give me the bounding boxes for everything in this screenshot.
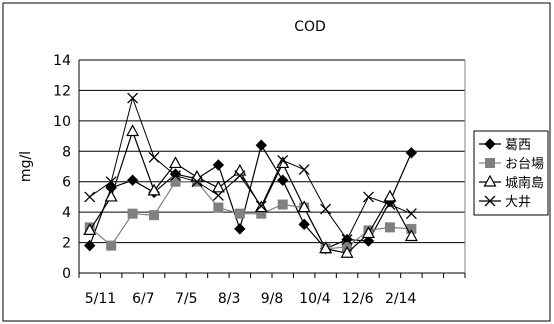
data-point-series-2	[234, 208, 245, 219]
legend-marker	[484, 138, 496, 150]
data-point-series-1	[234, 223, 246, 235]
data-point-series-1	[362, 235, 375, 247]
chart-title: COD	[294, 19, 326, 35]
x-tick-label: 10/4	[299, 291, 331, 307]
x-tick-label: 6/7	[132, 291, 155, 307]
data-point-series-3	[83, 223, 97, 235]
data-point-series-3	[361, 226, 376, 239]
series-line-2	[89, 181, 412, 250]
data-point-series-3	[126, 124, 140, 137]
x-tick-label: 7/5	[175, 291, 198, 307]
data-point-series-4	[191, 176, 203, 188]
y-tick-label: 12	[53, 83, 71, 99]
y-tick-label: 2	[62, 236, 71, 252]
data-point-series-1	[255, 139, 267, 151]
y-tick-label: 8	[62, 144, 71, 160]
data-point-series-1	[277, 174, 289, 186]
data-point-series-1	[84, 239, 96, 252]
data-point-series-2	[213, 202, 224, 213]
y-tick-label: 6	[62, 175, 71, 191]
data-point-series-4	[212, 189, 224, 201]
data-point-series-4	[405, 208, 417, 220]
data-point-series-4	[363, 191, 374, 203]
series-line-4	[89, 96, 412, 241]
legend-label: 葛西	[505, 138, 531, 153]
data-point-series-4	[105, 176, 117, 188]
data-point-series-3	[340, 245, 354, 258]
data-point-series-3	[168, 156, 183, 169]
series-line-3	[89, 129, 412, 254]
data-point-series-4	[298, 164, 310, 176]
data-point-series-1	[126, 174, 139, 186]
y-tick-label: 10	[53, 114, 71, 130]
plot-background	[79, 60, 465, 273]
data-point-series-3	[104, 189, 118, 202]
data-point-series-2	[277, 199, 288, 210]
data-point-series-1	[212, 159, 225, 171]
data-point-series-4	[234, 170, 246, 182]
data-point-series-4	[127, 92, 139, 104]
data-point-series-1	[298, 218, 310, 231]
legend-marker	[485, 158, 495, 168]
data-point-series-3	[383, 189, 397, 202]
legend-marker	[483, 174, 497, 187]
y-axis-label: mg/l	[18, 151, 34, 182]
data-point-series-3	[319, 241, 333, 254]
x-tick-label: 5/11	[85, 291, 116, 307]
data-point-series-3	[211, 180, 225, 193]
data-point-series-4	[255, 200, 267, 212]
data-point-series-4	[84, 191, 96, 203]
data-point-series-2	[384, 222, 395, 233]
legend-label: お台場	[505, 157, 544, 172]
data-point-series-3	[404, 229, 418, 242]
data-point-series-4	[277, 154, 289, 166]
data-point-series-4	[170, 170, 181, 182]
legend-label: 城南島	[505, 175, 544, 191]
data-point-series-2	[170, 176, 181, 187]
series-line-1	[89, 143, 412, 250]
data-point-series-3	[147, 183, 161, 196]
data-point-series-2	[106, 240, 117, 251]
y-tick-label: 4	[62, 205, 71, 221]
x-tick-label: 9/8	[261, 291, 284, 307]
legend-marker	[484, 195, 496, 207]
legend-label: 大井	[505, 195, 531, 210]
data-point-series-1	[405, 147, 418, 159]
y-tick-label: 0	[62, 266, 71, 282]
y-tick-label: 14	[53, 53, 71, 69]
x-tick-label: 12/6	[342, 291, 374, 307]
plot-area: 0 2 4 6 8 10 12 14 5/11 6/7 7/5 8/3 9/8 10/4 12/6 2/14 m…	[18, 53, 466, 307]
data-point-series-2	[127, 208, 138, 219]
data-point-series-3	[297, 200, 311, 213]
data-point-series-2	[149, 210, 160, 221]
x-tick-label: 2/14	[385, 291, 417, 307]
x-tick-label: 8/3	[218, 291, 241, 307]
data-point-series-4	[341, 234, 353, 245]
data-point-series-4	[148, 151, 160, 163]
data-point-series-4	[384, 199, 396, 210]
data-point-series-4	[320, 203, 332, 215]
